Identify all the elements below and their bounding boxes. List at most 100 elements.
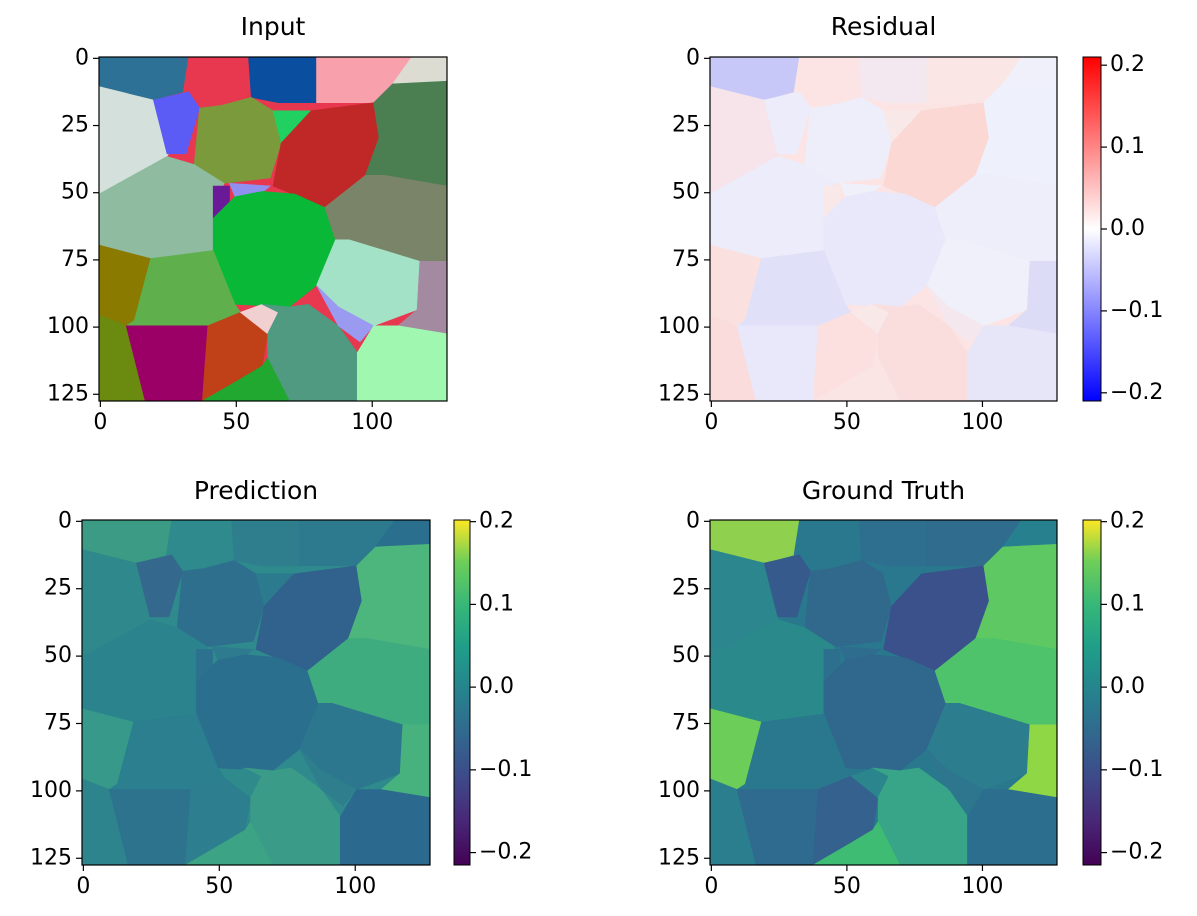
panel: Prediction 0 50 100 0 25 50 75 100 125 −0.2 −0.1 0.0… xyxy=(30,476,532,899)
y-tick-label: 100 xyxy=(658,778,700,803)
y-tick-label: 25 xyxy=(672,113,700,138)
image-cell xyxy=(926,748,985,807)
image-cell xyxy=(710,520,800,564)
panel-title: Prediction xyxy=(194,476,318,505)
x-tick-label: 0 xyxy=(704,410,718,435)
image-cell xyxy=(184,821,273,865)
image-cell xyxy=(858,520,928,567)
image xyxy=(710,57,1057,401)
y-tick-label: 0 xyxy=(58,508,72,533)
image-cell xyxy=(356,325,447,401)
colorbar-tick-label: 0.2 xyxy=(479,509,514,534)
colorbar-tick-label: 0.2 xyxy=(1110,509,1145,534)
image-cell xyxy=(736,789,819,865)
x-tick-label: 100 xyxy=(961,874,1003,899)
colorbar-tick-label: −0.1 xyxy=(479,757,532,782)
image-cell xyxy=(99,314,146,401)
image-cell xyxy=(261,303,358,401)
y-tick-label: 0 xyxy=(686,45,700,70)
image-cell xyxy=(1002,520,1057,548)
y-tick-label: 75 xyxy=(44,710,72,735)
axes-frame xyxy=(81,519,431,866)
image xyxy=(710,520,1057,865)
image-cell xyxy=(804,560,892,648)
x-tick-label: 50 xyxy=(205,874,233,899)
x-tick-label: 50 xyxy=(833,410,861,435)
image-cell xyxy=(926,285,985,343)
axes-frame xyxy=(709,56,1058,402)
colorbar xyxy=(453,519,471,866)
image-cell xyxy=(316,285,375,343)
y-tick-label: 125 xyxy=(658,381,700,406)
panel: Ground Truth 0 50 100 0 25 50 75 100 125 −0.2 −0.1 0… xyxy=(658,476,1163,899)
image-cell xyxy=(108,789,192,865)
image-cell xyxy=(176,560,265,648)
colorbar-tick-label: 0.2 xyxy=(1110,52,1145,77)
x-tick-label: 0 xyxy=(76,874,90,899)
image-cell xyxy=(812,821,901,865)
y-tick-label: 75 xyxy=(61,247,89,272)
image-cell xyxy=(967,325,1057,401)
image-cell xyxy=(804,96,892,184)
axes-frame xyxy=(709,519,1058,866)
image-cell xyxy=(763,554,811,618)
y-tick-label: 125 xyxy=(30,845,72,870)
y-tick-label: 100 xyxy=(47,314,89,339)
image-cell xyxy=(136,554,183,618)
y-tick-label: 25 xyxy=(672,576,700,601)
colorbar-tick-label: −0.2 xyxy=(1110,840,1163,865)
x-tick-label: 100 xyxy=(334,874,376,899)
image-cell xyxy=(763,91,811,155)
y-tick-label: 50 xyxy=(672,180,700,205)
image xyxy=(99,57,447,401)
y-tick-label: 0 xyxy=(75,45,89,70)
y-tick-label: 75 xyxy=(672,710,700,735)
colorbar-tick-label: −0.1 xyxy=(1110,298,1163,323)
x-tick-label: 0 xyxy=(704,874,718,899)
panel-title: Ground Truth xyxy=(802,476,965,505)
image-cell xyxy=(391,57,447,85)
colorbar-tick-label: 0.0 xyxy=(479,674,514,699)
y-tick-label: 125 xyxy=(47,381,89,406)
colorbar-tick-label: 0.1 xyxy=(479,591,514,616)
colorbar-tick-label: −0.1 xyxy=(1110,757,1163,782)
image-cell xyxy=(872,767,968,865)
y-tick-label: 50 xyxy=(61,180,89,205)
image-cell xyxy=(374,520,430,548)
image-cell xyxy=(125,325,209,401)
image-cell xyxy=(99,57,190,101)
y-tick-label: 25 xyxy=(61,113,89,138)
image-cell xyxy=(231,520,300,567)
image-cell xyxy=(82,520,173,564)
x-tick-label: 100 xyxy=(961,410,1003,435)
x-tick-label: 100 xyxy=(351,410,393,435)
panel: Residual 0 50 100 0 25 50 75 100 125 −0.2 −0.1 0.0 0.… xyxy=(658,12,1163,435)
y-tick-label: 50 xyxy=(44,643,72,668)
colorbar-tick-label: 0.1 xyxy=(1110,134,1145,159)
axes-frame xyxy=(98,56,448,402)
image-cell xyxy=(193,96,282,184)
y-tick-label: 25 xyxy=(44,576,72,601)
image-cell xyxy=(339,789,430,865)
image-cell xyxy=(248,57,317,103)
panel-title: Residual xyxy=(831,12,937,41)
image-cell xyxy=(244,767,341,865)
y-tick-label: 100 xyxy=(30,778,72,803)
image-cell xyxy=(967,789,1057,865)
image-cell xyxy=(710,778,757,865)
colorbar-tick-label: −0.2 xyxy=(479,840,532,865)
x-tick-label: 50 xyxy=(833,874,861,899)
image-cell xyxy=(82,778,129,865)
y-tick-label: 100 xyxy=(658,314,700,339)
colorbar-tick-label: 0.0 xyxy=(1110,216,1145,241)
image-cell xyxy=(710,314,757,401)
y-tick-label: 50 xyxy=(672,643,700,668)
x-tick-label: 0 xyxy=(93,410,107,435)
image-cell xyxy=(872,303,968,401)
colorbar-tick-label: 0.0 xyxy=(1110,674,1145,699)
image-cell xyxy=(201,357,290,401)
y-tick-label: 75 xyxy=(672,247,700,272)
image-cell xyxy=(299,748,358,807)
